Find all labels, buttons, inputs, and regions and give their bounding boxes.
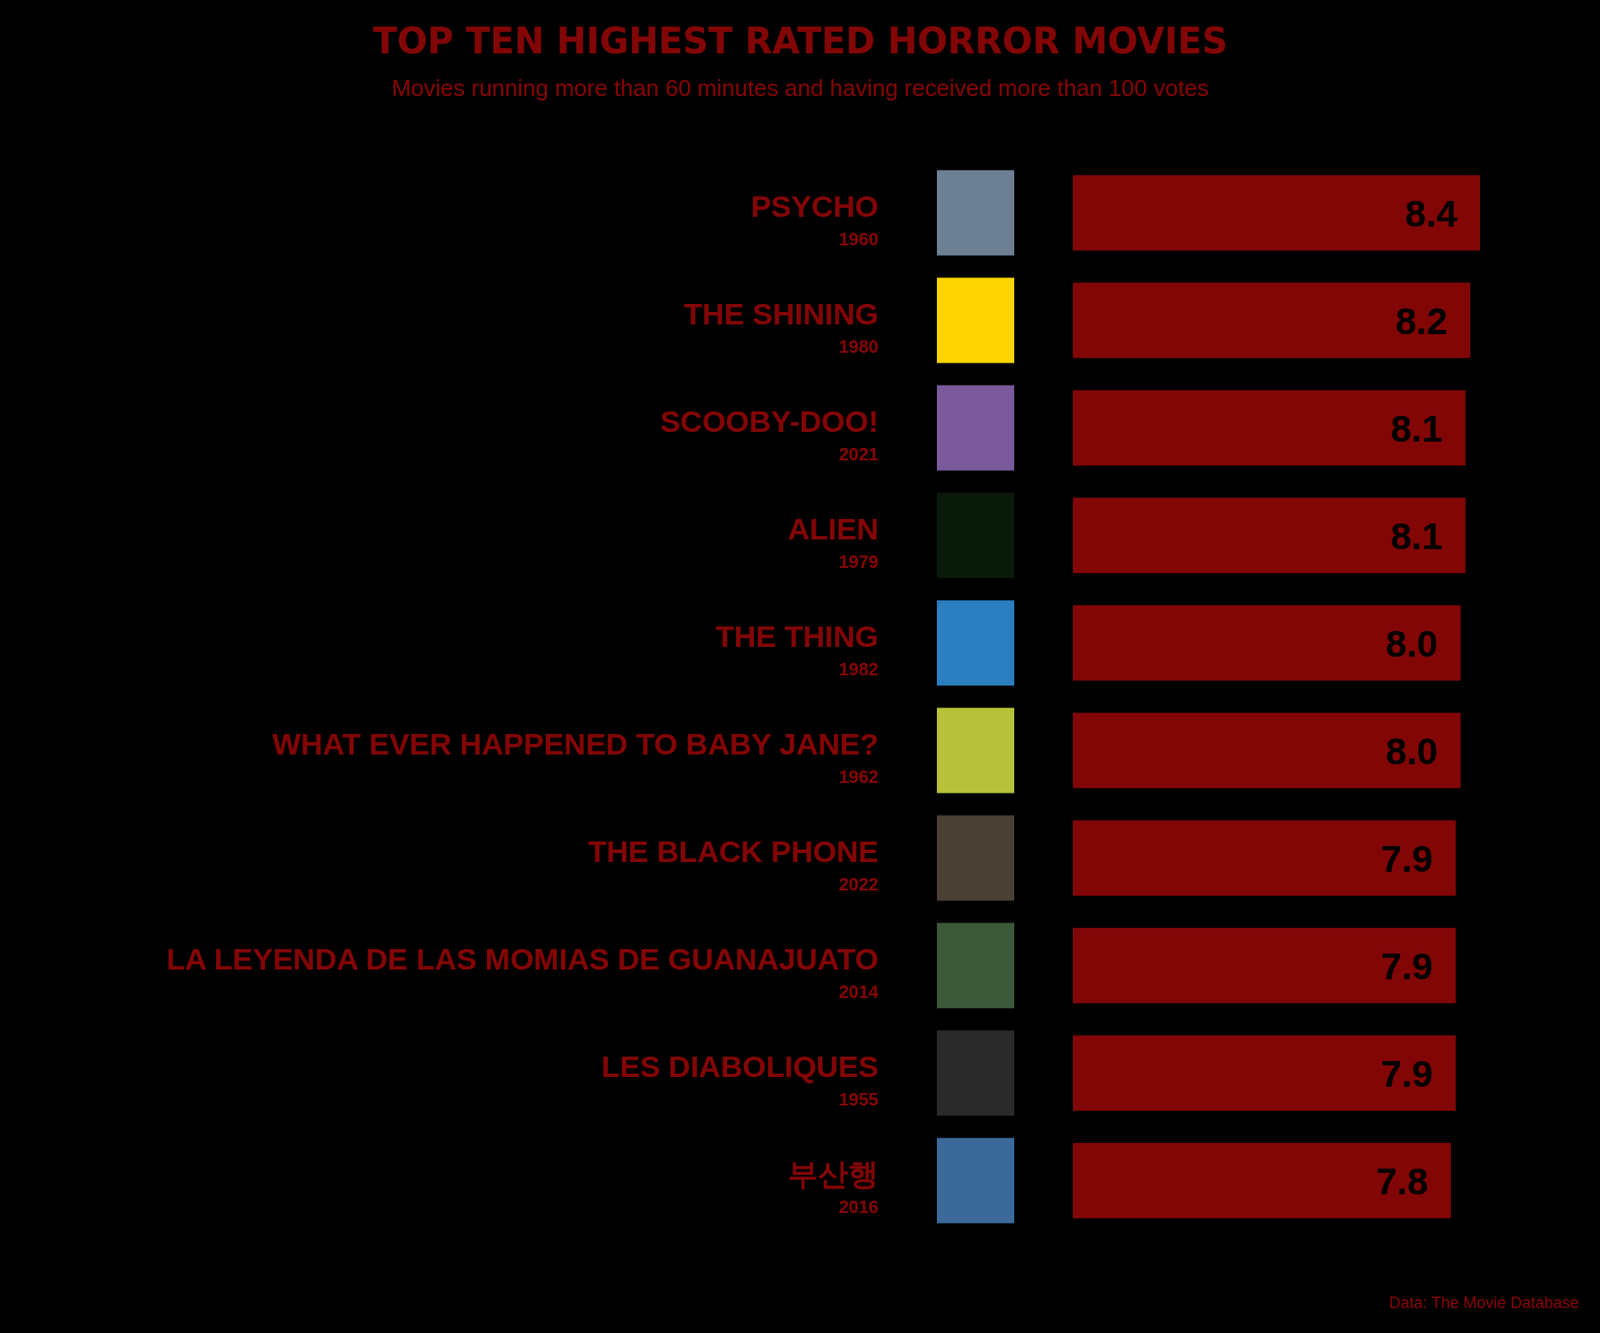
- category-label: THE SHINING: [683, 296, 879, 331]
- year-label: 1955: [839, 1089, 880, 1110]
- data-labels: 8.4 8.2 8.1 8.1 8.0 8.0 7.9 7.9 7.9 7.8: [1376, 192, 1458, 1203]
- category-label: ALIEN: [787, 512, 879, 546]
- background: [0, 0, 1600, 1333]
- year-label: 2014: [839, 982, 880, 1002]
- year-label: 2016: [839, 1197, 880, 1217]
- bar: [1072, 175, 1480, 251]
- bar: [1072, 820, 1456, 896]
- poster: [936, 816, 1015, 902]
- category-label: THE THING: [715, 619, 879, 654]
- source: Data: The Movie Database: [1388, 1294, 1579, 1312]
- poster: [936, 493, 1015, 579]
- category-label: WHAT EVER HAPPENED TO BABY JANE?: [272, 727, 879, 761]
- year-label: 1960: [839, 229, 880, 249]
- title: TOP TEN HIGHEST RATED HORROR MOVIES: [372, 20, 1227, 62]
- bar: [1072, 390, 1466, 466]
- poster: [936, 1138, 1015, 1224]
- poster: [936, 170, 1015, 256]
- data-label: 7.9: [1380, 945, 1432, 988]
- bar: [1072, 1035, 1456, 1112]
- poster: [936, 385, 1015, 472]
- bar: [1072, 605, 1461, 681]
- data-label: 8.1: [1390, 408, 1442, 450]
- category-label: LA LEYENDA DE LAS MOMIAS DE GUANAJUATO: [166, 942, 879, 976]
- year-label: 1980: [839, 336, 880, 357]
- posters: [936, 170, 1015, 1224]
- data-label: 8.0: [1385, 730, 1438, 773]
- data-label: 7.8: [1376, 1160, 1428, 1203]
- category-label: SCOOBY-DOO!: [659, 404, 879, 439]
- poster: [936, 1031, 1015, 1117]
- subtitle: Movies running more than 60 minutes and …: [391, 74, 1208, 102]
- poster: [936, 708, 1015, 794]
- data-label: 8.2: [1395, 300, 1448, 343]
- poster: [936, 600, 1015, 687]
- bar: [1072, 928, 1456, 1004]
- bar: [1072, 497, 1466, 574]
- bar: [1072, 1143, 1451, 1219]
- category-label: 부산행: [787, 1157, 879, 1192]
- poster: [936, 923, 1015, 1009]
- chart: TOP TEN HIGHEST RATED HORROR MOVIES Movie…: [0, 0, 1600, 1333]
- category-label: PSYCHO: [750, 189, 879, 224]
- category-label: LES DIABOLIQUES: [600, 1049, 879, 1084]
- data-label: 8.0: [1385, 623, 1438, 665]
- year-label: 2021: [839, 444, 880, 464]
- row-labels: PSYCHO 1960 THE SHINING 1980 SCOOBY-DOO! 2021…: [166, 189, 880, 1217]
- year-label: 1982: [839, 659, 880, 680]
- bars: [1072, 175, 1480, 1219]
- year-label: 1962: [839, 767, 880, 787]
- category-label: THE BLACK PHONE: [587, 834, 879, 869]
- data-label: 7.9: [1380, 1053, 1432, 1096]
- data-label: 8.1: [1390, 515, 1442, 558]
- year-label: 1979: [839, 552, 880, 572]
- bar: [1072, 712, 1461, 789]
- data-label: 8.4: [1405, 192, 1458, 235]
- bar: [1072, 282, 1471, 359]
- data-label: 7.9: [1380, 838, 1432, 880]
- poster: [936, 278, 1015, 364]
- year-label: 2022: [839, 874, 880, 895]
